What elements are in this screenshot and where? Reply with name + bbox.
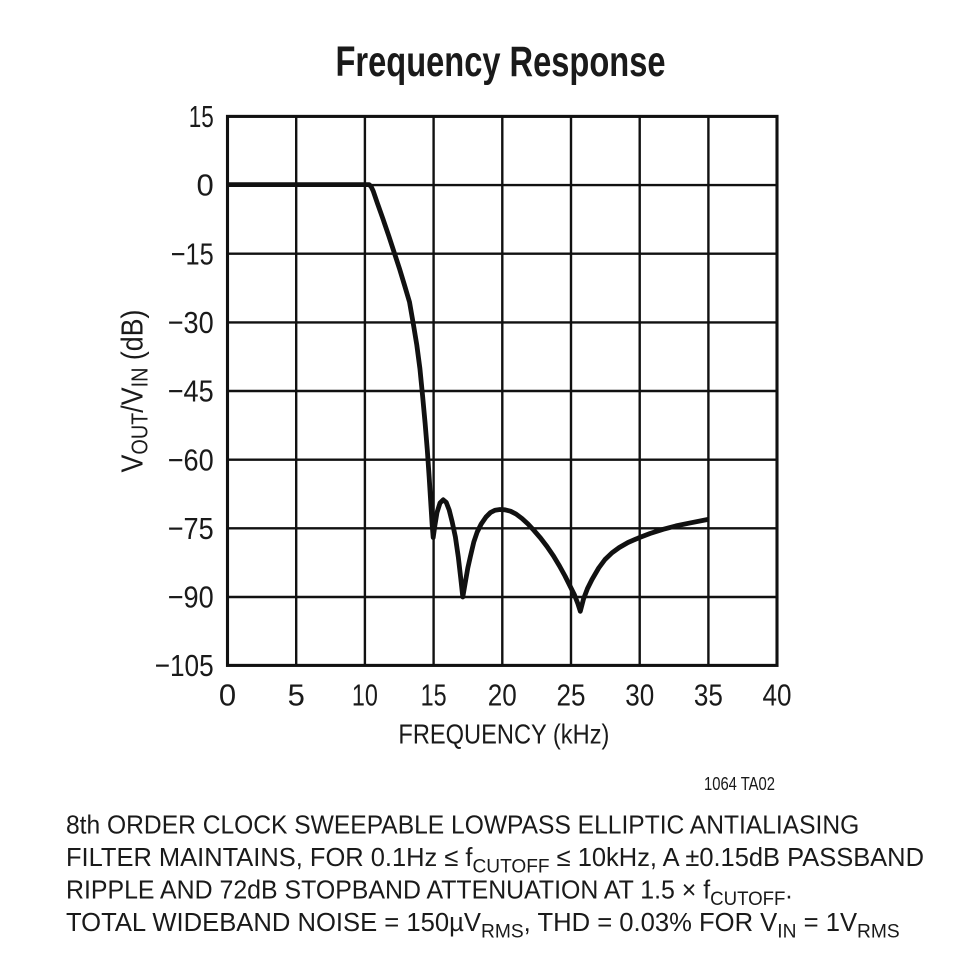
svg-text:FREQUENCY (kHz): FREQUENCY (kHz) (398, 719, 609, 750)
svg-text:−75: −75 (168, 511, 214, 546)
svg-text:25: 25 (557, 678, 586, 713)
svg-text:Frequency Response: Frequency Response (336, 38, 666, 86)
svg-text:1064 TA02: 1064 TA02 (704, 774, 775, 794)
svg-text:RIPPLE AND 72dB STOPBAND ATTEN: RIPPLE AND 72dB STOPBAND ATTENUATION AT … (66, 876, 792, 910)
svg-text:−90: −90 (168, 580, 214, 615)
svg-text:VOUT/VIN (dB): VOUT/VIN (dB) (116, 310, 153, 473)
svg-text:0: 0 (219, 678, 236, 713)
svg-text:20: 20 (488, 678, 517, 713)
svg-text:−15: −15 (171, 236, 214, 271)
svg-text:−105: −105 (155, 648, 214, 683)
svg-text:30: 30 (625, 678, 654, 713)
svg-text:−60: −60 (168, 442, 214, 477)
svg-text:8th ORDER CLOCK SWEEPABLE LOWP: 8th ORDER CLOCK SWEEPABLE LOWPASS ELLIPT… (66, 811, 859, 840)
svg-text:15: 15 (189, 99, 214, 134)
svg-text:TOTAL WIDEBAND NOISE = 150µVRM: TOTAL WIDEBAND NOISE = 150µVRMS, THD = 0… (66, 909, 900, 943)
svg-text:35: 35 (694, 678, 723, 713)
svg-text:15: 15 (421, 678, 447, 713)
svg-text:10: 10 (352, 678, 378, 713)
svg-text:−30: −30 (168, 305, 214, 340)
svg-text:−45: −45 (168, 374, 214, 409)
svg-text:0: 0 (196, 168, 213, 203)
svg-text:5: 5 (288, 678, 305, 713)
svg-text:40: 40 (763, 678, 792, 713)
svg-text:FILTER MAINTAINS, FOR 0.1Hz ≤: FILTER MAINTAINS, FOR 0.1Hz ≤ fCUTOFF ≤ … (66, 844, 924, 878)
